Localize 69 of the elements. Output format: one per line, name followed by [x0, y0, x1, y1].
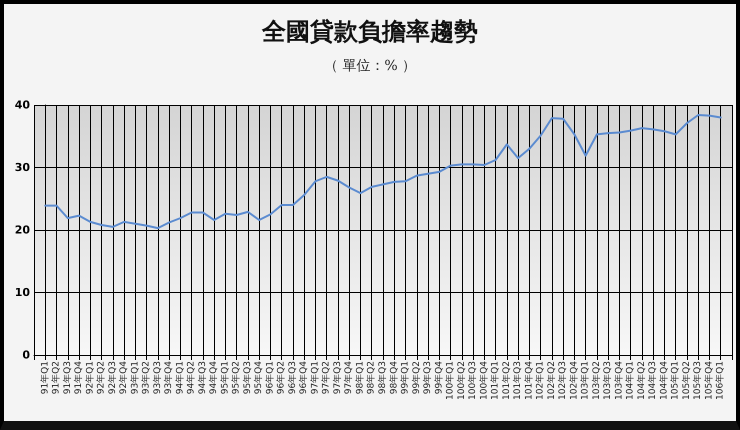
- x-tick-label: 98年Q2: [366, 361, 377, 394]
- x-tick-label: 98年Q4: [388, 360, 400, 394]
- x-tick-label: 101年Q3: [512, 361, 524, 400]
- x-tick-label: 98年Q1: [354, 361, 366, 394]
- x-tick-label: 101年Q1: [490, 361, 501, 400]
- y-tick-label: 10: [14, 286, 30, 299]
- y-tick-label: 20: [14, 224, 30, 236]
- x-tick-label: 104年Q1: [624, 361, 636, 400]
- x-tick-label: 99年Q4: [433, 360, 444, 394]
- x-tick-label: 91年Q2: [50, 361, 62, 394]
- x-tick-label: 103年Q1: [580, 361, 591, 400]
- x-tick-label: 94年Q1: [174, 361, 186, 394]
- x-tick-label: 94年Q4: [208, 360, 220, 394]
- x-tick-label: 92年Q2: [96, 361, 107, 394]
- x-tick-label: 92年Q3: [106, 361, 118, 394]
- chart-title: 全國貸款負擔率趨勢: [261, 16, 478, 46]
- x-tick-label: 94年Q3: [196, 361, 208, 394]
- x-tick-label: 101年Q2: [500, 361, 512, 400]
- x-tick-label: 99年Q1: [400, 361, 411, 394]
- x-tick-label: 104年Q3: [647, 361, 658, 400]
- x-tick-label: 93年Q3: [152, 361, 163, 394]
- x-tick-label: 105年Q1: [670, 361, 681, 400]
- x-tick-label: 104年Q4: [658, 360, 670, 400]
- y-tick-label: 30: [14, 161, 30, 174]
- x-tick-label: 102年Q4: [568, 360, 580, 400]
- line-series: [44, 114, 722, 230]
- x-tick-label: 100年Q3: [467, 361, 478, 400]
- x-tick-label: 91年Q3: [62, 361, 73, 394]
- x-tick-label: 96年Q1: [264, 361, 276, 394]
- x-tick-label: 95年Q4: [253, 360, 264, 394]
- x-tick-label: 99年Q2: [410, 361, 422, 394]
- x-tick-label: 101年Q4: [523, 360, 534, 400]
- y-tick-label: 40: [14, 98, 30, 112]
- x-tick-label: 97年Q3: [332, 361, 343, 394]
- x-tick-label: 103年Q3: [602, 361, 614, 400]
- x-tick-label: 92年Q1: [84, 361, 96, 394]
- x-tick-label: 96年Q2: [276, 361, 287, 394]
- y-tick-label: 0: [22, 348, 30, 362]
- x-tick-label: 95年Q1: [219, 361, 230, 394]
- x-tick-label: 96年Q3: [286, 361, 298, 394]
- x-tick-label: 103年Q4: [613, 360, 624, 400]
- x-tick-label: 100年Q1: [444, 361, 456, 400]
- x-tick-label: 99年Q3: [422, 361, 434, 394]
- x-tick-label: 104年Q2: [636, 361, 647, 400]
- x-tick-label: 94年Q2: [186, 361, 197, 394]
- x-tick-label: 95年Q2: [230, 361, 242, 394]
- x-tick-label: 96年Q4: [298, 360, 310, 394]
- x-tick-label: 95年Q3: [242, 361, 253, 394]
- x-tick-label: 100年Q2: [456, 361, 467, 400]
- x-tick-label: 105年Q4: [703, 360, 714, 400]
- x-tick-label: 103年Q2: [590, 361, 602, 400]
- x-tick-label: 91年Q1: [39, 361, 50, 394]
- x-tick-label: 106年Q1: [714, 361, 726, 400]
- x-tick-label: 102年Q1: [534, 361, 546, 400]
- x-tick-label: 105年Q3: [692, 361, 704, 400]
- x-tick-label: 102年Q2: [546, 361, 557, 400]
- x-tick-label: 105年Q2: [680, 361, 692, 400]
- x-tick-label: 92年Q4: [118, 360, 130, 394]
- x-tick-label: 97年Q2: [320, 361, 332, 394]
- x-tick-label: 93年Q2: [140, 361, 152, 394]
- x-tick-label: 97年Q4: [343, 360, 354, 394]
- x-tick-label: 93年Q4: [163, 360, 174, 394]
- x-tick-label: 93年Q1: [129, 361, 140, 394]
- chart-subtitle: （ 單位：% ）: [324, 58, 416, 74]
- x-tick-label: 98年Q3: [377, 361, 388, 394]
- x-tick-label: 102年Q3: [557, 361, 568, 400]
- x-tick-label: 91年Q4: [73, 360, 84, 394]
- x-tick-label: 100年Q4: [478, 360, 490, 400]
- x-tick-label: 97年Q1: [309, 361, 320, 394]
